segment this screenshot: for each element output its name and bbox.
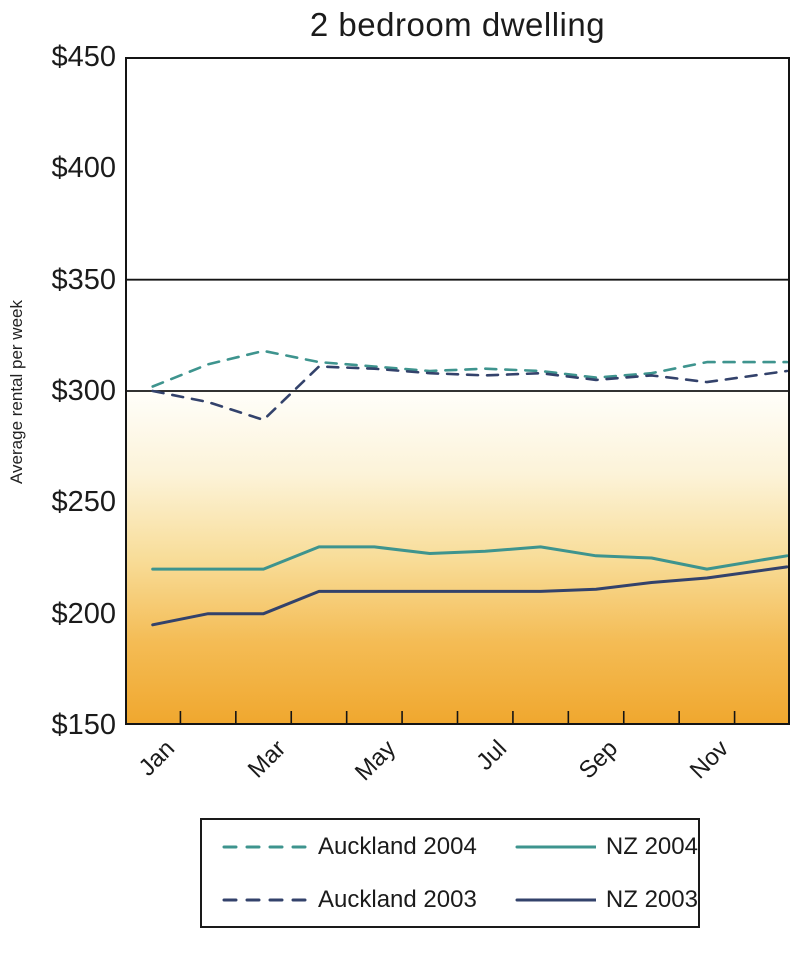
y-tick-label-150: $150	[51, 709, 116, 741]
legend-line-sample-nz-2003	[515, 898, 596, 901]
legend-line-sample-auckland-2003	[222, 898, 308, 901]
chart-title: 2 bedroom dwelling	[309, 6, 606, 43]
x-tick-label-jan: Jan	[133, 735, 180, 782]
legend-line-sample-auckland-2004	[222, 845, 308, 848]
y-tick-label-200: $200	[51, 597, 116, 630]
legend-item-auckland-2003: Auckland 2003	[202, 886, 495, 914]
series-line-nz-2004	[151, 545, 789, 571]
y-tick-label-350: $350	[51, 263, 116, 296]
legend-label-auckland-2004: Auckland 2004	[318, 832, 477, 860]
legend-label-auckland-2003: Auckland 2003	[318, 885, 477, 913]
series-line-nz-2003	[151, 565, 789, 627]
y-tick-label-250: $250	[51, 486, 116, 519]
series-line-auckland-2004	[151, 349, 789, 388]
plot-border	[125, 57, 790, 725]
y-tick-label-300: $300	[51, 375, 116, 407]
legend-line-sample-nz-2004	[515, 845, 596, 848]
legend-item-auckland-2004: Auckland 2004	[202, 833, 495, 861]
legend-label-nz-2004: NZ 2004	[605, 832, 698, 860]
series-line-auckland-2003	[151, 365, 789, 422]
legend-item-nz-2003: NZ 2003	[495, 886, 698, 914]
y-tick-label-400: $400	[51, 152, 116, 185]
y-tick-label-450: $450	[51, 41, 116, 73]
plot-gradient-background	[125, 391, 790, 725]
legend-label-nz-2003: NZ 2003	[605, 885, 698, 913]
legend: Auckland 2004 NZ 2004 Auckland 2003 NZ 2003	[200, 818, 700, 928]
plot-canvas	[125, 57, 790, 725]
plot-area	[125, 57, 790, 725]
legend-item-nz-2004: NZ 2004	[495, 833, 698, 861]
